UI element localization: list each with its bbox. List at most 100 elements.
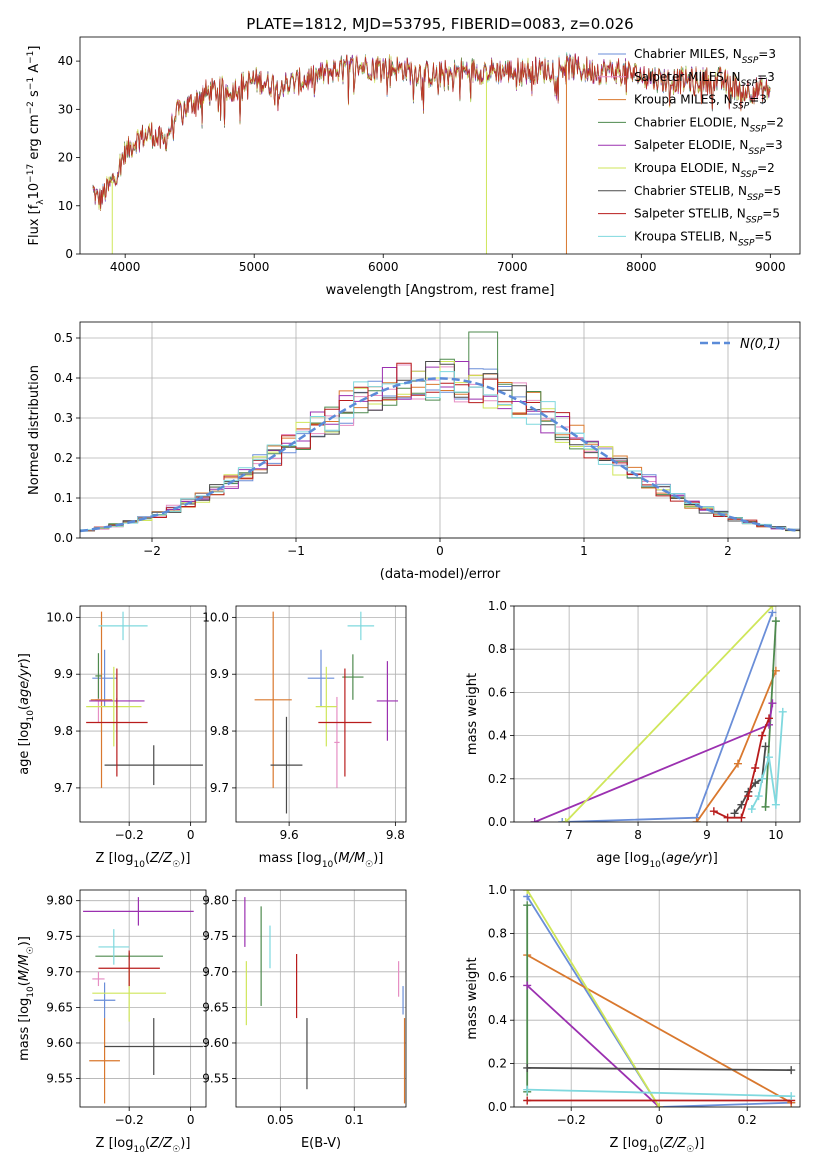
residuals-xtick-label: 1	[580, 544, 588, 558]
weight_vs_age-marker	[723, 813, 732, 822]
mass_vs_Z-frame	[79, 889, 207, 1108]
weight_vs_Z-lines	[523, 890, 796, 1107]
age_vs_Z-ytick-label: 9.7	[54, 781, 73, 795]
weight_vs_age-marker	[737, 813, 746, 822]
age_vs_mass-ytick-label: 9.9	[210, 667, 229, 681]
age_vs_Z-xtick-label: 0	[187, 828, 195, 842]
mass_vs_EBV-xtick-label: 0.05	[267, 1113, 294, 1127]
residuals-ytick-label: 0.5	[54, 331, 73, 345]
residuals-gaussian	[80, 377, 800, 533]
mass_vs_Z-ytick-label: 9.70	[46, 965, 73, 979]
age_vs_Z-xtick-label: −0.2	[115, 828, 144, 842]
mass_vs_EBV-ytick-label: 9.65	[202, 1000, 229, 1014]
legend-label: Chabrier ELODIE, NSSP=2	[634, 115, 784, 134]
weight_vs_age-marker	[692, 818, 701, 822]
weight_vs_age-xtick-label: 7	[565, 828, 573, 842]
mass_vs_Z-ytick-label: 9.60	[46, 1036, 73, 1050]
age_vs_Z-xlabel: Z [log10(Z/Z☉)]	[96, 851, 191, 870]
weight_vs_Z-marker	[523, 981, 532, 990]
age_vs_mass-ytick-label: 10.0	[202, 610, 229, 624]
weight_vs_Z-xlabel: Z [log10(Z/Z☉)]	[610, 1136, 705, 1155]
weight_vs_age-series-line	[562, 612, 774, 822]
weight_vs_Z-marker	[523, 1085, 532, 1094]
spectrum-xtick-label: 8000	[626, 260, 657, 274]
spectrum-lines	[92, 51, 771, 254]
weight_vs_age-ytick-label: 0.8	[488, 642, 507, 656]
age_vs_Z-points	[86, 611, 203, 788]
age_vs_mass-frame	[235, 605, 407, 823]
weight_vs_Z-ytick-label: 0.4	[488, 1013, 507, 1027]
spectrum-xtick-label: 9000	[755, 260, 786, 274]
residuals-step	[80, 371, 800, 531]
weight_vs_age-ylabel: mass weight	[465, 673, 480, 755]
weight_vs_age-marker	[709, 807, 718, 816]
legend-label: Salpeter MILES, NSSP=3	[634, 70, 775, 89]
weight_vs_Z-ytick-label: 0.0	[488, 1100, 507, 1114]
mass_vs_EBV-points	[244, 897, 406, 1104]
weight_vs_age-series-line	[534, 703, 774, 822]
mass_vs_EBV-ytick-label: 9.60	[202, 1036, 229, 1050]
weight_vs_Z-marker	[787, 1092, 796, 1101]
weight_vs_age-marker	[747, 805, 756, 814]
weight_vs_age-marker	[758, 731, 767, 740]
age_vs_mass-ytick-label: 9.8	[210, 724, 229, 738]
spectrum-xlabel: wavelength [Angstrom, rest frame]	[326, 283, 555, 298]
age_vs_mass-points	[254, 611, 399, 814]
weight_vs_age-ytick-label: 0.6	[488, 685, 507, 699]
weight_vs_age-xtick-label: 8	[634, 828, 642, 842]
weight_vs_age-marker	[754, 792, 763, 801]
spectrum-xtick-label: 6000	[368, 260, 399, 274]
weight_vs_age-lines	[530, 606, 787, 822]
residuals-ytick-label: 0.2	[54, 451, 73, 465]
weight_vs_Z-series-line	[526, 984, 660, 1107]
weight_vs_age-ytick-label: 0.4	[488, 729, 507, 743]
weight_vs_Z-marker	[523, 890, 532, 894]
mass_vs_Z-ytick-label: 9.55	[46, 1072, 73, 1086]
mass_vs_Z-ytick-label: 9.80	[46, 894, 73, 908]
weight_vs_age-marker	[744, 792, 753, 801]
weight_vs_age-marker	[771, 800, 780, 809]
residuals-hist	[80, 331, 800, 533]
weight_vs_age-xtick-label: 10	[768, 828, 783, 842]
weight_vs_age-xtick-label: 9	[703, 828, 711, 842]
spectrum-ytick-label: 20	[58, 151, 73, 165]
mass_vs_Z-xlabel: Z [log10(Z/Z☉)]	[96, 1136, 191, 1155]
weight_vs_Z-ytick-label: 0.8	[488, 926, 507, 940]
residuals-ytick-label: 0.1	[54, 491, 73, 505]
residuals-frame	[79, 321, 801, 539]
weight_vs_age-series-line	[733, 746, 767, 814]
age_vs_Z-ytick-label: 10.0	[46, 610, 73, 624]
weight_vs_Z-series-line	[527, 1088, 792, 1098]
weight_vs_Z-xtick-label: 0	[655, 1113, 663, 1127]
mass_vs_Z-ylabel: mass [log10(M/M☉)]	[17, 936, 36, 1061]
weight_vs_Z-ylabel: mass weight	[465, 957, 480, 1039]
mass_vs_EBV-frame	[235, 889, 407, 1108]
legend-label: Salpeter STELIB, NSSP=5	[634, 207, 780, 226]
weight_vs_Z-marker	[523, 901, 532, 910]
weight_vs_Z-ytick-label: 0.6	[488, 970, 507, 984]
age_vs_Z-ytick-label: 9.8	[54, 724, 73, 738]
spectrum-line	[92, 53, 771, 209]
spectrum-ylabel: Flux [fλ10−17 erg cm−2 s−1 A−1]	[26, 46, 46, 246]
spectrum-xtick-label: 4000	[110, 260, 141, 274]
weight_vs_Z-series-line	[527, 1067, 792, 1071]
mass_vs_Z-xtick-label: 0	[187, 1113, 195, 1127]
mass_vs_EBV-xtick-label: 0.1	[345, 1113, 364, 1127]
residuals-ytick-label: 0.3	[54, 411, 73, 425]
weight_vs_Z-frame	[513, 889, 801, 1108]
weight_vs_age-marker	[561, 818, 570, 822]
residuals-axes: −2 −1 0 1 2 0.0 0.1 0.2 0.3 0.4 0.5	[54, 322, 800, 558]
mass_vs_Z-axes: −0.2 0 9.55 9.60 9.65 9.70 9.75 9.80	[46, 890, 206, 1127]
weight_vs_Z-series-line	[526, 954, 792, 1104]
spectrum-xtick-label: 5000	[239, 260, 270, 274]
legend-label: Kroupa STELIB, NSSP=5	[634, 229, 772, 248]
spectrum-ytick-label: 0	[65, 247, 73, 261]
weight_vs_age-marker	[764, 714, 773, 723]
weight_vs_Z-marker	[523, 1096, 532, 1105]
weight_vs_age-frame	[513, 605, 801, 823]
weight_vs_age-marker	[761, 742, 770, 751]
weight_vs_age-marker	[730, 809, 739, 818]
mass_vs_EBV-ytick-label: 9.70	[202, 965, 229, 979]
legend-label: Chabrier STELIB, NSSP=5	[634, 184, 781, 203]
